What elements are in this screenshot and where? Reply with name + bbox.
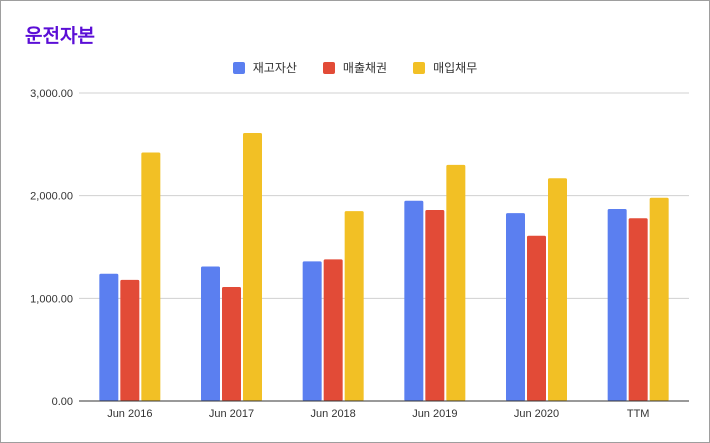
bar: [404, 200, 424, 401]
bar: [302, 261, 322, 401]
x-tick-label: Jun 2016: [107, 408, 152, 420]
bar: [243, 133, 262, 402]
bar: [425, 210, 445, 401]
y-tick-label: 3,000.00: [30, 88, 73, 100]
legend-swatch-payables: [413, 61, 426, 74]
chart-title: 운전자본: [25, 25, 95, 47]
legend-item-receivables[interactable]: 매출채권: [322, 59, 388, 76]
bar: [649, 197, 669, 401]
x-tick-label: TTM: [627, 408, 650, 420]
bar: [607, 209, 627, 401]
bar: [222, 287, 241, 401]
y-tick-label: 2,000.00: [30, 191, 73, 203]
y-tick-label: 1,000.00: [30, 293, 73, 305]
legend-item-payables[interactable]: 매입채무: [413, 59, 477, 76]
legend-swatch-inventory: [232, 61, 245, 74]
legend-label-receivables: 매출채권: [342, 61, 388, 75]
bar: [446, 164, 466, 401]
x-tick-label: Jun 2017: [209, 408, 254, 420]
x-tick-label: Jun 2020: [514, 408, 559, 420]
bar: [506, 213, 525, 401]
chart-legend: 재고자산 매출채권 매입채무: [1, 59, 709, 76]
legend-label-inventory: 재고자산: [252, 61, 297, 75]
bar: [628, 218, 648, 401]
legend-label-payables: 매입채무: [433, 61, 478, 75]
y-tick-label: 0.00: [52, 396, 73, 408]
bar: [344, 211, 364, 401]
bar: [323, 259, 343, 401]
bar: [548, 178, 567, 401]
legend-item-inventory[interactable]: 재고자산: [232, 59, 297, 76]
bar: [527, 235, 546, 401]
bar: [120, 279, 140, 401]
bar: [99, 273, 119, 401]
legend-swatch-receivables: [322, 61, 335, 74]
x-tick-label: Jun 2019: [412, 408, 457, 420]
bar: [201, 266, 220, 401]
bar: [141, 152, 161, 401]
x-tick-label: Jun 2018: [311, 408, 356, 420]
